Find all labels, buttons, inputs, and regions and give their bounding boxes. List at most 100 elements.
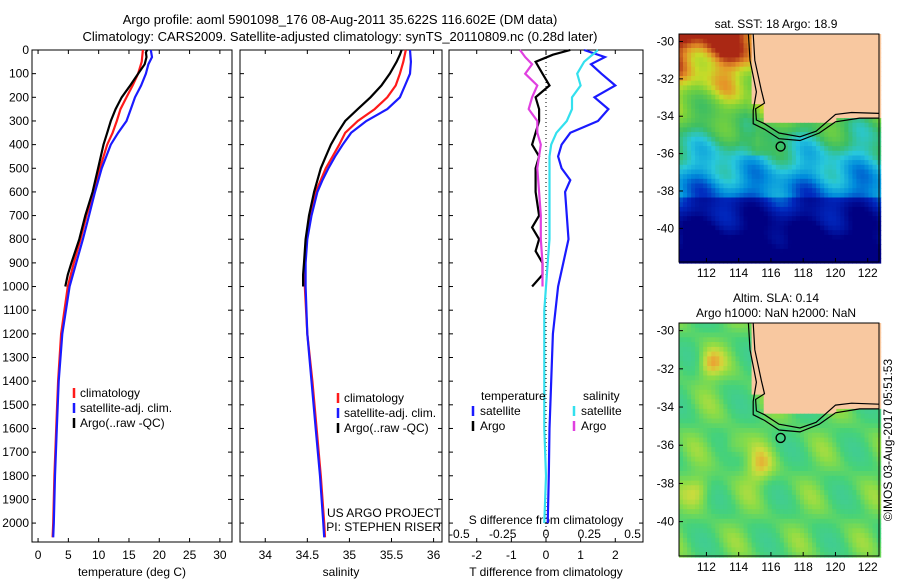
sst_map-cell [840, 52, 845, 58]
sla_map-cell [723, 408, 728, 415]
sla_map-cell [755, 428, 761, 434]
sst_map-cell [739, 211, 745, 217]
sla_map-cell [683, 485, 688, 491]
sla_map-cell [812, 456, 817, 463]
sla_map-cell [715, 523, 720, 529]
sst_map-cell [860, 71, 866, 77]
sla_map-cell [828, 428, 833, 434]
sst_map-cell [808, 169, 813, 175]
sla_map-cell [679, 437, 684, 443]
sst_map-cell [727, 127, 732, 133]
sst_map-cell [816, 57, 821, 63]
sla_map-cell [715, 428, 720, 434]
sla_map-cell [868, 389, 874, 396]
sst_map-cell [800, 141, 805, 147]
sst_map-cell [816, 248, 821, 255]
sst_map-cell [687, 118, 692, 124]
sst_map-cell [751, 141, 757, 147]
sst_map-cell [771, 122, 777, 129]
sst_map-cell [687, 66, 692, 72]
sst_map-cell [828, 160, 833, 166]
sst_map-cell [844, 141, 849, 147]
sst_map-cell [743, 239, 749, 245]
sla_map-cell [832, 466, 837, 472]
sla_map-cell [707, 456, 712, 463]
sst_map-cell [755, 90, 761, 96]
sst_map-cell [699, 206, 704, 213]
sla_map-cell [868, 437, 874, 443]
sst_map-cell [800, 234, 805, 241]
sst_map-cell [791, 94, 797, 100]
sla_map-cell [699, 518, 704, 525]
sla_map-cell [707, 366, 712, 372]
sla_map-cell [691, 428, 696, 434]
sla_map-cell [832, 514, 837, 520]
sla_map-cell [832, 323, 837, 329]
sst_map-cell [775, 239, 781, 245]
sla_map-cell [719, 480, 724, 486]
sla_map-cell [743, 375, 749, 381]
sla_map-cell [860, 366, 866, 372]
sst_map-cell [727, 108, 732, 115]
sla_map-cell [703, 480, 708, 486]
sst_map-cell [852, 80, 857, 86]
sst_map-cell [791, 155, 797, 161]
sst_map-cell [804, 216, 809, 222]
sla_map-cell [691, 461, 696, 467]
sla_map-cell [828, 518, 833, 525]
sla_map-cell [767, 399, 773, 405]
sla_map-cell [872, 533, 878, 539]
sla_map-cell [791, 394, 797, 400]
sla_map-cell [868, 528, 874, 534]
figure-title-line-1: Argo profile: aoml 5901098_176 08-Aug-20… [122, 12, 558, 27]
sla_map-cell [703, 451, 708, 458]
sst_map-cell [703, 253, 708, 259]
sst_map-cell [775, 71, 781, 77]
sst_map-cell [836, 94, 841, 100]
sla_map-cell [755, 380, 761, 386]
sla_map-cell [844, 494, 849, 501]
sla_map-cell [864, 342, 870, 348]
sst_map-cell [719, 94, 724, 100]
sla_map-cell [812, 399, 817, 405]
sst_map-cell [828, 192, 833, 199]
sst_map-cell [808, 122, 813, 129]
sst_map-cell [783, 48, 789, 54]
sst_map-cell [848, 192, 853, 199]
sst_map-cell [763, 155, 769, 161]
sla_map-cell [872, 327, 878, 334]
sla_map-cell [771, 375, 777, 381]
sla_map-cell [783, 480, 789, 486]
sla_map-cell [783, 466, 789, 472]
sst_map-cell [771, 43, 777, 49]
sla_map-cell [763, 323, 769, 329]
sst_map-cell [731, 94, 736, 100]
sla_map-cell [824, 447, 829, 453]
sla_map-cell [695, 504, 700, 510]
sla_map-cell [832, 499, 837, 506]
sst_map-cell [828, 211, 833, 217]
sst_map-cell [707, 216, 712, 222]
sla_map-cell [747, 394, 753, 400]
sla_map-cell [824, 490, 829, 496]
sst_map-cell [719, 202, 724, 208]
sla_map-cell [840, 332, 845, 338]
sst_map-cell [703, 57, 708, 63]
sla_map-cell [691, 346, 696, 353]
sla_map-cell [783, 366, 789, 372]
sla_map-cell [711, 327, 716, 334]
sst_map-cell [739, 94, 745, 100]
sst_map-cell [739, 85, 745, 91]
sla_map-cell [771, 447, 777, 453]
sla_map-cell [731, 480, 736, 486]
sst_map-cell [800, 122, 805, 129]
sst_map-cell [691, 136, 696, 143]
sla_map-cell [751, 437, 757, 443]
sst_map-cell [860, 197, 866, 203]
sla_map-cell [763, 356, 769, 362]
sla_map-cell [715, 480, 720, 486]
sla_map-cell [767, 380, 773, 386]
sst_map-cell [864, 122, 870, 129]
temperature-axis-label: temperature (deg C) [78, 565, 186, 579]
sla_map-cell [723, 428, 728, 434]
